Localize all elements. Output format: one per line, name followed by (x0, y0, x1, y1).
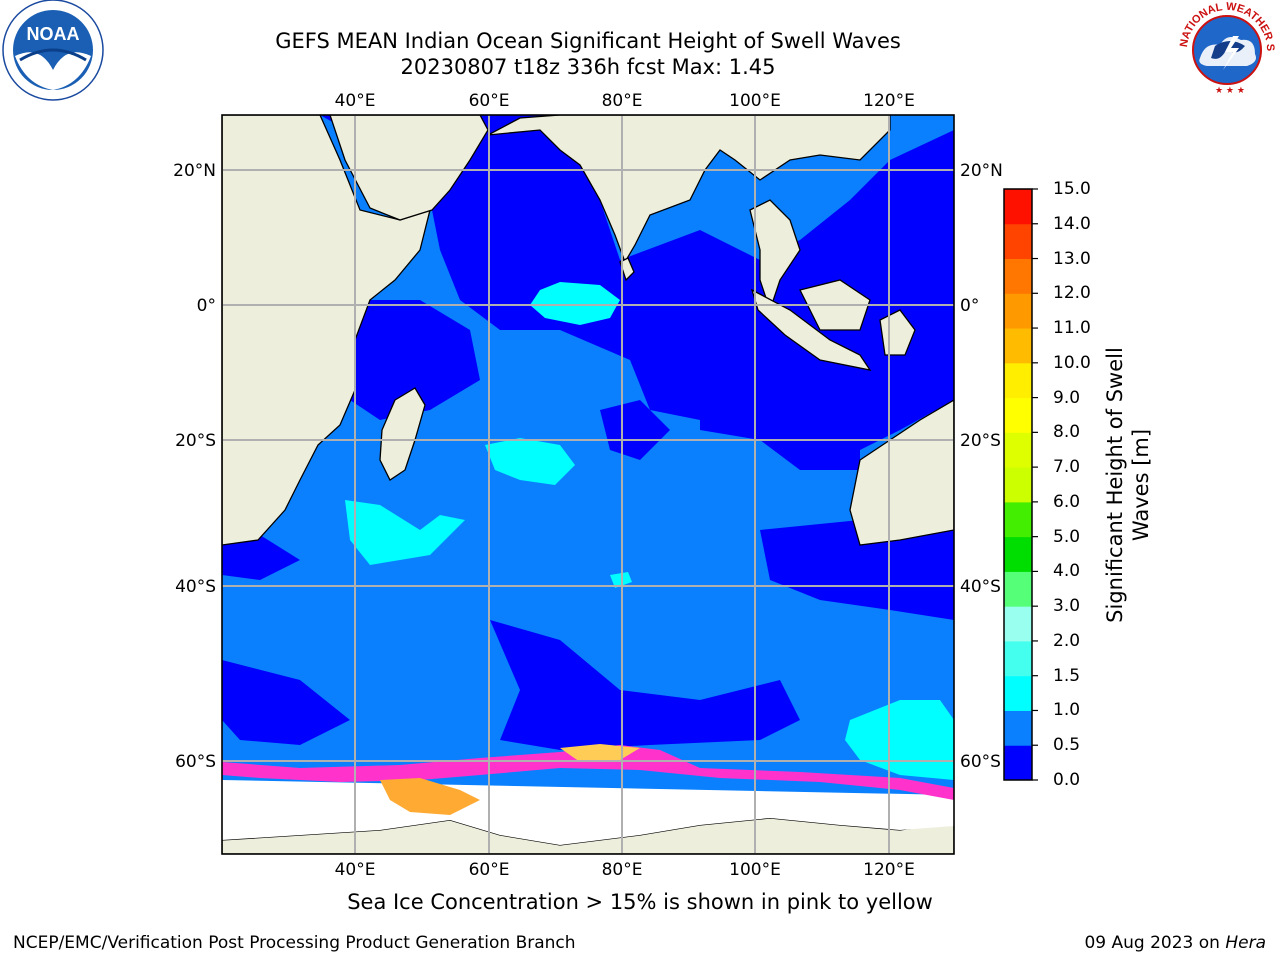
lon-label: 80°E (602, 91, 643, 111)
colorbar-tick-label: 11.0 (1053, 318, 1091, 339)
lon-labels-bottom: 40°E 60°E 80°E 100°E 120°E (335, 860, 915, 880)
colorbar-tick-label: 15.0 (1053, 179, 1091, 199)
colorbar-tick-label: 5.0 (1053, 526, 1081, 547)
lon-label: 120°E (863, 860, 915, 880)
colorbar-tick-label: 3.0 (1053, 596, 1081, 617)
colorbar-tick-label: 12.0 (1053, 283, 1091, 304)
colorbar-tick-label: 2.0 (1053, 630, 1081, 651)
lon-label: 120°E (863, 91, 915, 111)
lat-label: 20°S (960, 431, 1001, 451)
footer-credit: NCEP/EMC/Verification Post Processing Pr… (13, 933, 576, 953)
land-masses (222, 115, 954, 854)
colorbar-tick-label: 7.0 (1053, 457, 1081, 478)
colorbar-tick-label: 6.0 (1053, 491, 1081, 512)
colorbar-tick-label: 9.0 (1053, 387, 1081, 408)
colorbar-tick-label: 0.0 (1053, 770, 1081, 790)
lat-label: 0° (197, 296, 216, 316)
lon-label: 40°E (335, 91, 376, 111)
colorbar-segment (1004, 189, 1032, 225)
colorbar-segment (1004, 675, 1032, 711)
svg-text:NOAA: NOAA (27, 24, 80, 44)
colorbar-tick-label: 4.0 (1053, 561, 1081, 582)
map-frame (221, 114, 955, 855)
colorbar-segment (1004, 328, 1032, 364)
lat-label: 20°N (960, 161, 1003, 181)
colorbar-tick-label: 14.0 (1053, 213, 1091, 234)
lat-labels-right: 20°N 0° 20°S 40°S 60°S (960, 161, 1003, 772)
footer-date-text: 09 Aug 2023 on (1084, 933, 1220, 953)
lon-label: 40°E (335, 860, 376, 880)
sea-ice-caption: Sea Ice Concentration > 15% is shown in … (347, 890, 933, 914)
colorbar-segment (1004, 362, 1032, 399)
lon-label: 100°E (729, 91, 781, 111)
noaa-logo: NOAA (2, 0, 104, 101)
lat-label: 60°S (175, 752, 216, 772)
colorbar-segment (1004, 223, 1032, 260)
colorbar-segment (1004, 571, 1032, 607)
lat-label: 20°N (173, 161, 216, 181)
colorbar (1004, 188, 1038, 781)
colorbar-tick-label: 1.5 (1053, 665, 1081, 686)
lat-labels-left: 20°N 0° 20°S 40°S 60°S (173, 161, 216, 772)
lon-labels-top: 40°E 60°E 80°E 100°E 120°E (335, 91, 915, 111)
lat-label: 0° (960, 296, 979, 316)
sea-ice-band (222, 744, 954, 815)
graticule (222, 115, 954, 854)
colorbar-segment (1004, 258, 1032, 294)
lat-label: 60°S (960, 752, 1001, 772)
lon-label: 80°E (602, 860, 643, 880)
colorbar-tick-label: 10.0 (1053, 352, 1091, 373)
map-title: GEFS MEAN Indian Ocean Significant Heigh… (275, 29, 901, 53)
footer-date: 09 Aug 2023 on Hera (1084, 933, 1266, 953)
svg-text:★ ★ ★: ★ ★ ★ (1215, 86, 1245, 96)
colorbar-segment (1004, 640, 1032, 677)
lon-label: 100°E (729, 860, 781, 880)
low-swell-regions (222, 115, 954, 750)
map-subtitle: 20230807 t18z 336h fcst Max: 1.45 (400, 55, 776, 79)
colorbar-tick-label: 1.0 (1053, 700, 1081, 721)
colorbar-segment (1004, 536, 1032, 572)
colorbar-frame (1003, 188, 1033, 781)
lat-label: 20°S (175, 431, 216, 451)
colorbar-tick-label: 8.0 (1053, 422, 1081, 443)
colorbar-segment (1004, 397, 1032, 433)
colorbar-segment (1004, 710, 1032, 746)
lon-label: 60°E (469, 91, 510, 111)
nws-logo: NATIONAL WEATHER SERVICE ★ ★ ★ (1175, 0, 1276, 97)
lat-label: 40°S (175, 577, 216, 597)
colorbar-segment (1004, 467, 1032, 503)
lon-label: 60°E (469, 860, 510, 880)
colorbar-segment (1004, 501, 1032, 538)
colorbar-segment (1004, 745, 1032, 781)
colorbar-title: Significant Height of Swell Waves [m] (1103, 347, 1153, 623)
colorbar-tick-label: 13.0 (1053, 248, 1091, 269)
colorbar-segment (1004, 432, 1032, 468)
footer-machine: Hera (1225, 933, 1266, 953)
colorbar-segment (1004, 606, 1032, 642)
lat-label: 40°S (960, 577, 1001, 597)
colorbar-tick-label: 0.5 (1053, 735, 1081, 756)
colorbar-segment (1004, 293, 1032, 329)
map-panel (222, 115, 954, 854)
